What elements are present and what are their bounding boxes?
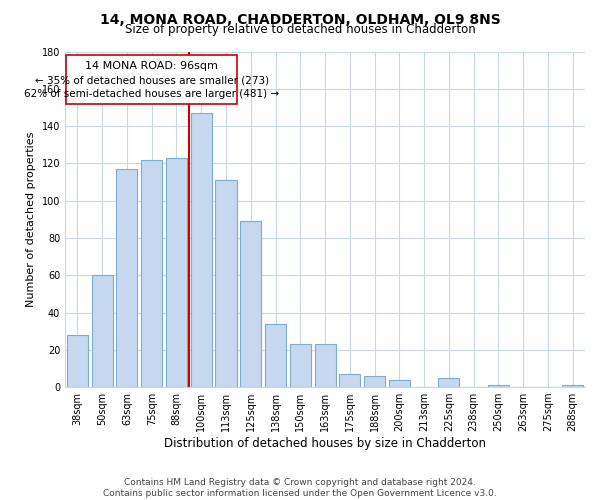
Bar: [562, 385, 583, 387]
Bar: [265, 324, 286, 387]
Text: 14 MONA ROAD: 96sqm: 14 MONA ROAD: 96sqm: [85, 61, 218, 71]
Bar: [364, 376, 385, 387]
Bar: [488, 385, 509, 387]
X-axis label: Distribution of detached houses by size in Chadderton: Distribution of detached houses by size …: [164, 437, 486, 450]
Bar: [389, 380, 410, 387]
Text: ← 35% of detached houses are smaller (273): ← 35% of detached houses are smaller (27…: [35, 76, 269, 86]
Bar: [166, 158, 187, 387]
Text: 62% of semi-detached houses are larger (481) →: 62% of semi-detached houses are larger (…: [24, 89, 279, 99]
FancyBboxPatch shape: [67, 55, 237, 104]
Text: Size of property relative to detached houses in Chadderton: Size of property relative to detached ho…: [125, 22, 475, 36]
Text: 14, MONA ROAD, CHADDERTON, OLDHAM, OL9 8NS: 14, MONA ROAD, CHADDERTON, OLDHAM, OL9 8…: [100, 12, 500, 26]
Y-axis label: Number of detached properties: Number of detached properties: [26, 132, 36, 307]
Bar: [215, 180, 236, 387]
Bar: [314, 344, 335, 387]
Text: Contains HM Land Registry data © Crown copyright and database right 2024.
Contai: Contains HM Land Registry data © Crown c…: [103, 478, 497, 498]
Bar: [290, 344, 311, 387]
Bar: [191, 113, 212, 387]
Bar: [116, 169, 137, 387]
Bar: [141, 160, 162, 387]
Bar: [67, 335, 88, 387]
Bar: [92, 275, 113, 387]
Bar: [339, 374, 361, 387]
Bar: [240, 221, 261, 387]
Bar: [439, 378, 460, 387]
